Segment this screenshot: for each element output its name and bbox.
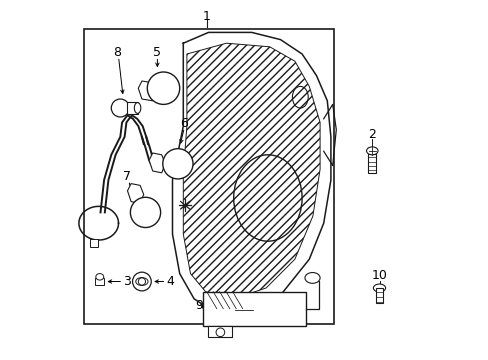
Bar: [90, 239, 98, 247]
Bar: [84, 29, 334, 324]
Text: 10: 10: [371, 269, 386, 282]
Bar: [203, 292, 305, 326]
Ellipse shape: [134, 103, 141, 113]
Circle shape: [138, 278, 145, 285]
Text: 9: 9: [195, 299, 203, 312]
Text: 8: 8: [112, 46, 121, 59]
Text: 7: 7: [122, 170, 130, 183]
Ellipse shape: [373, 284, 385, 292]
Text: 5: 5: [153, 46, 161, 59]
Ellipse shape: [366, 147, 377, 155]
Bar: [95, 278, 104, 285]
Circle shape: [163, 149, 193, 179]
Ellipse shape: [96, 274, 103, 280]
Bar: [208, 326, 231, 337]
Circle shape: [216, 328, 224, 337]
Polygon shape: [138, 81, 156, 101]
Text: 4: 4: [166, 275, 174, 288]
Circle shape: [147, 72, 179, 104]
Bar: [367, 154, 375, 173]
Polygon shape: [183, 43, 320, 299]
Bar: [126, 102, 137, 114]
Bar: [375, 288, 382, 303]
Circle shape: [130, 197, 160, 228]
Polygon shape: [127, 184, 143, 203]
Circle shape: [132, 272, 151, 291]
Text: 3: 3: [123, 275, 131, 288]
Text: 2: 2: [367, 129, 375, 141]
Circle shape: [111, 99, 129, 117]
Ellipse shape: [136, 278, 148, 285]
Text: 6: 6: [180, 117, 188, 130]
Polygon shape: [149, 153, 165, 173]
Ellipse shape: [305, 273, 320, 283]
Text: 1: 1: [203, 10, 210, 23]
